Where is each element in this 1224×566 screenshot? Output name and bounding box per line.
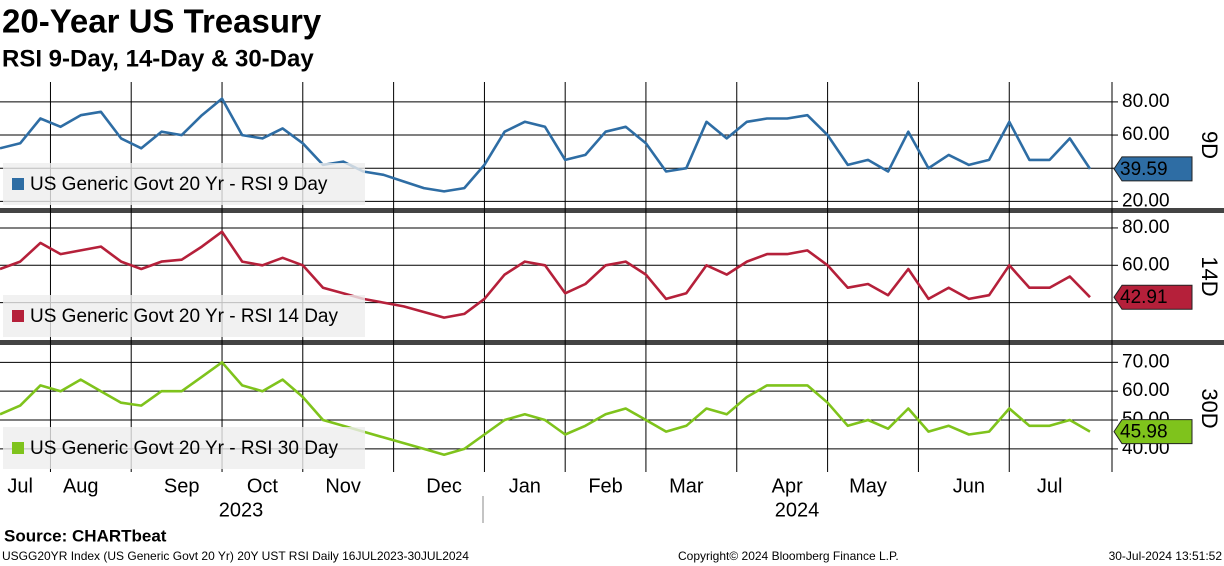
x-tick-label: Sep <box>164 475 200 497</box>
legend-label: US Generic Govt 20 Yr - RSI 9 Day <box>30 174 328 195</box>
x-tick-label: Oct <box>247 475 279 497</box>
y-tick-label: 60.00 <box>1122 254 1170 275</box>
copyright: Copyright© 2024 Bloomberg Finance L.P. <box>678 549 899 563</box>
chart-subtitle: RSI 9-Day, 14-Day & 30-Day <box>2 45 314 72</box>
y-tick-label: 80.00 <box>1122 217 1170 238</box>
x-tick-label: Apr <box>772 475 803 497</box>
x-tick-label: Mar <box>669 475 704 497</box>
last-value-badge <box>1113 156 1193 182</box>
y-tick-label: 80.00 <box>1122 91 1170 112</box>
x-tick-label: Nov <box>325 475 361 497</box>
legend-swatch <box>12 178 24 190</box>
y-tick-label: 60.00 <box>1122 124 1170 145</box>
legend-box <box>3 427 365 469</box>
legend-label: US Generic Govt 20 Yr - RSI 14 Day <box>30 306 338 327</box>
legend-swatch <box>12 442 24 454</box>
chart-title: 20-Year US Treasury <box>2 3 322 40</box>
series-line <box>0 97 1092 193</box>
legend-label: US Generic Govt 20 Yr - RSI 30 Day <box>30 438 338 459</box>
timestamp: 30-Jul-2024 13:51:52 <box>1109 549 1223 563</box>
x-tick-label: Feb <box>588 475 622 497</box>
y-tick-label: 60.00 <box>1122 380 1170 401</box>
last-value-label: 45.98 <box>1120 422 1168 443</box>
footer-info: USGG20YR Index (US Generic Govt 20 Yr) 2… <box>2 549 469 563</box>
y-tick-label: 20.00 <box>1122 190 1170 211</box>
x-tick-label: Jul <box>7 475 33 497</box>
year-label: 2023 <box>219 499 264 521</box>
legend-swatch <box>12 310 24 322</box>
panel-label: 9D <box>1197 131 1222 159</box>
x-tick-label: Dec <box>426 475 462 497</box>
legend-box <box>3 295 365 337</box>
last-value-label: 42.91 <box>1120 287 1168 308</box>
series-line <box>0 230 1091 319</box>
last-value-badge <box>1113 419 1193 445</box>
year-label: 2024 <box>775 499 820 521</box>
series-line <box>0 361 1091 456</box>
panel-separator <box>0 208 1224 213</box>
panel-label: 14D <box>1197 256 1222 296</box>
x-tick-label: Jan <box>509 475 541 497</box>
panel-label: 30D <box>1197 388 1222 428</box>
last-value-badge <box>1113 284 1193 310</box>
x-tick-label: May <box>849 475 887 497</box>
y-tick-label: 70.00 <box>1122 351 1170 372</box>
x-tick-label: Aug <box>63 475 99 497</box>
legend-box <box>3 163 365 205</box>
source: Source: CHARTbeat <box>4 526 167 545</box>
last-value-label: 39.59 <box>1120 159 1168 180</box>
x-tick-label: Jul <box>1037 475 1063 497</box>
panel-separator <box>0 340 1224 345</box>
x-tick-label: Jun <box>953 475 985 497</box>
